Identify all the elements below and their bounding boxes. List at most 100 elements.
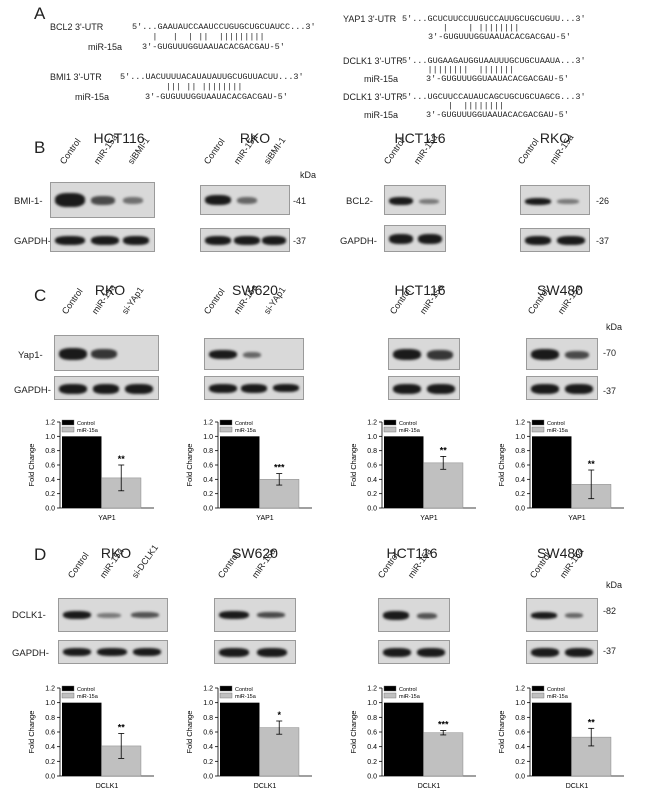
western-blot	[204, 338, 304, 370]
y-axis-label: Fold Change	[349, 444, 358, 487]
x-axis-label: YAP1	[568, 515, 585, 522]
y-tick-label: 0.6	[203, 730, 213, 737]
cell-line-title: HCT116	[386, 545, 438, 561]
y-tick-label: 1.0	[367, 434, 377, 441]
y-tick-label: 0.8	[45, 715, 55, 722]
utr-sequence: 5'...GCUCUUCCUUGUCCAUUGCUGCUGUU...3'	[402, 14, 586, 24]
chart-svg: 0.0 0.2 0.4 0.6 0.8 1.0 1.2 Fold Change ** YAP1 Co…	[497, 420, 624, 522]
panel-letter-b: B	[34, 138, 46, 157]
x-axis-label: YAP1	[256, 515, 273, 522]
western-blot	[378, 598, 450, 632]
bar-chart-c-sw620: 0.0 0.2 0.4 0.6 0.8 1.0 1.2 Fold Change *** YAP1 C…	[172, 414, 322, 524]
molecular-weight-marker: -41	[293, 196, 307, 206]
panel-letter-c: C	[34, 286, 47, 305]
legend-swatch	[383, 685, 397, 692]
significance-marker: **	[440, 445, 448, 455]
y-tick-label: 0.0	[367, 774, 377, 781]
bar-mir15a	[423, 462, 464, 509]
western-blot	[378, 640, 450, 664]
y-tick-label: 0.2	[203, 759, 213, 766]
significance-marker: ***	[274, 463, 285, 473]
western-blot	[526, 640, 598, 664]
cell-line-title: RKO	[539, 130, 571, 146]
western-blot	[54, 376, 159, 400]
legend-entry: Control	[235, 421, 253, 427]
y-tick-label: 0.8	[203, 448, 213, 455]
y-tick-label: 1.2	[367, 420, 377, 427]
western-blot	[520, 228, 590, 252]
bar-chart-d-hct116: 0.0 0.2 0.4 0.6 0.8 1.0 1.2 Fold Change *** DCLK1…	[336, 680, 486, 792]
cell-line-title: RKO	[100, 545, 132, 561]
bar-control	[384, 436, 424, 508]
cell-line-title: SW620	[232, 282, 278, 298]
blot-row-label: GAPDH-	[12, 648, 49, 659]
kda-label: kDa	[606, 580, 623, 590]
y-tick-label: 0.4	[203, 744, 213, 751]
y-tick-label: 0.6	[203, 463, 213, 470]
y-tick-label: 0.2	[203, 491, 213, 498]
y-axis-label: Fold Change	[27, 711, 36, 754]
legend-entry: miR-15a	[547, 694, 569, 700]
blot-row-label: GAPDH-	[14, 385, 51, 396]
mirna-label: miR-15a	[364, 110, 399, 120]
y-axis-label: Fold Change	[349, 711, 358, 754]
y-tick-label: 1.2	[45, 686, 55, 693]
y-tick-label: 1.2	[45, 420, 55, 427]
mirna-sequence: 3'-GUGUUUGGUAAUACACGACGAU-5'	[426, 74, 569, 84]
significance-marker: **	[118, 722, 126, 732]
chart-svg: 0.0 0.2 0.4 0.6 0.8 1.0 1.2 Fold Change * DCLK1 Co…	[185, 686, 312, 790]
western-blot	[214, 598, 296, 632]
mirna-label: miR-15a	[364, 74, 399, 84]
utr-sequence: 5'...GAAUAUCCAAUCCUGUGCUGCUAUCC...3'	[132, 22, 316, 32]
y-axis-label: Fold Change	[185, 711, 194, 754]
y-tick-label: 0.0	[203, 774, 213, 781]
x-axis-label: DCLK1	[254, 783, 277, 790]
base-pairing-marks: | | ||||||||	[402, 23, 520, 33]
western-blot	[50, 228, 155, 252]
utr-label: BCL2 3'-UTR	[50, 22, 104, 32]
base-pairing-marks: ||| || ||||||||	[120, 82, 243, 92]
base-pairing-marks: | ||||||||	[402, 101, 505, 111]
mirna-sequence: 3'-GUGUUUGGUAAUACACGACGAU-5'	[142, 42, 285, 52]
bar-control	[62, 436, 102, 508]
x-axis-label: DCLK1	[418, 783, 441, 790]
base-pairing-marks: | | | || |||||||||	[132, 32, 265, 42]
bar-chart-c-rko: 0.0 0.2 0.4 0.6 0.8 1.0 1.2 Fold Change ** YAP1 Co…	[14, 414, 164, 524]
bar-control	[532, 436, 572, 508]
kda-label: kDa	[300, 170, 317, 180]
chart-svg: 0.0 0.2 0.4 0.6 0.8 1.0 1.2 Fold Change ** YAP1 Co…	[349, 420, 476, 522]
y-tick-label: 0.4	[203, 477, 213, 484]
cell-line-title: RKO	[94, 282, 126, 298]
y-tick-label: 0.6	[45, 463, 55, 470]
y-tick-label: 0.4	[515, 477, 525, 484]
western-blot	[214, 640, 296, 664]
western-blot	[204, 376, 304, 400]
chart-svg: 0.0 0.2 0.4 0.6 0.8 1.0 1.2 Fold Change *** YAP1 C…	[185, 420, 312, 522]
utr-label: DCLK1 3'-UTR	[343, 92, 403, 102]
western-blot	[526, 598, 598, 632]
chart-svg: 0.0 0.2 0.4 0.6 0.8 1.0 1.2 Fold Change ** DCLK1 C…	[27, 686, 154, 790]
y-tick-label: 0.4	[367, 744, 377, 751]
y-tick-label: 1.0	[203, 700, 213, 707]
significance-marker: *	[277, 710, 281, 720]
y-tick-label: 0.4	[45, 477, 55, 484]
blot-row-label: Yap1-	[18, 350, 43, 361]
mirna-sequence: 3'-GUGUUUGGUAAUACACGACGAU-5'	[145, 92, 288, 102]
bar-control	[62, 702, 102, 776]
legend-swatch	[531, 692, 545, 699]
mirna-sequence: 3'-GUGUUUGGUAAUACACGACGAU-5'	[428, 32, 571, 42]
bar-chart-c-hct116: 0.0 0.2 0.4 0.6 0.8 1.0 1.2 Fold Change ** YAP1 Co…	[336, 414, 486, 524]
utr-sequence: 5'...UGCUUCCAUAUCAGCUGCUGCUAGCG...3'	[402, 92, 586, 102]
legend-entry: miR-15a	[547, 428, 569, 434]
x-axis-label: DCLK1	[566, 783, 589, 790]
chart-svg: 0.0 0.2 0.4 0.6 0.8 1.0 1.2 Fold Change ** YAP1 Co…	[27, 420, 154, 522]
y-tick-label: 0.6	[45, 730, 55, 737]
mirna-sequence: 3'-GUGUUUGGUAAUACACGACGAU-5'	[426, 110, 569, 120]
cell-line-title: SW480	[537, 545, 583, 561]
western-blot	[520, 185, 590, 215]
bar-chart-d-sw480: 0.0 0.2 0.4 0.6 0.8 1.0 1.2 Fold Change ** DCLK1 C…	[484, 680, 634, 792]
western-blot	[54, 335, 159, 371]
y-tick-label: 1.0	[45, 434, 55, 441]
utr-sequence: 5'...UACUUUUACAUAUAUUGCUGUUACUU...3'	[120, 72, 304, 82]
molecular-weight-marker: -37	[596, 236, 610, 246]
